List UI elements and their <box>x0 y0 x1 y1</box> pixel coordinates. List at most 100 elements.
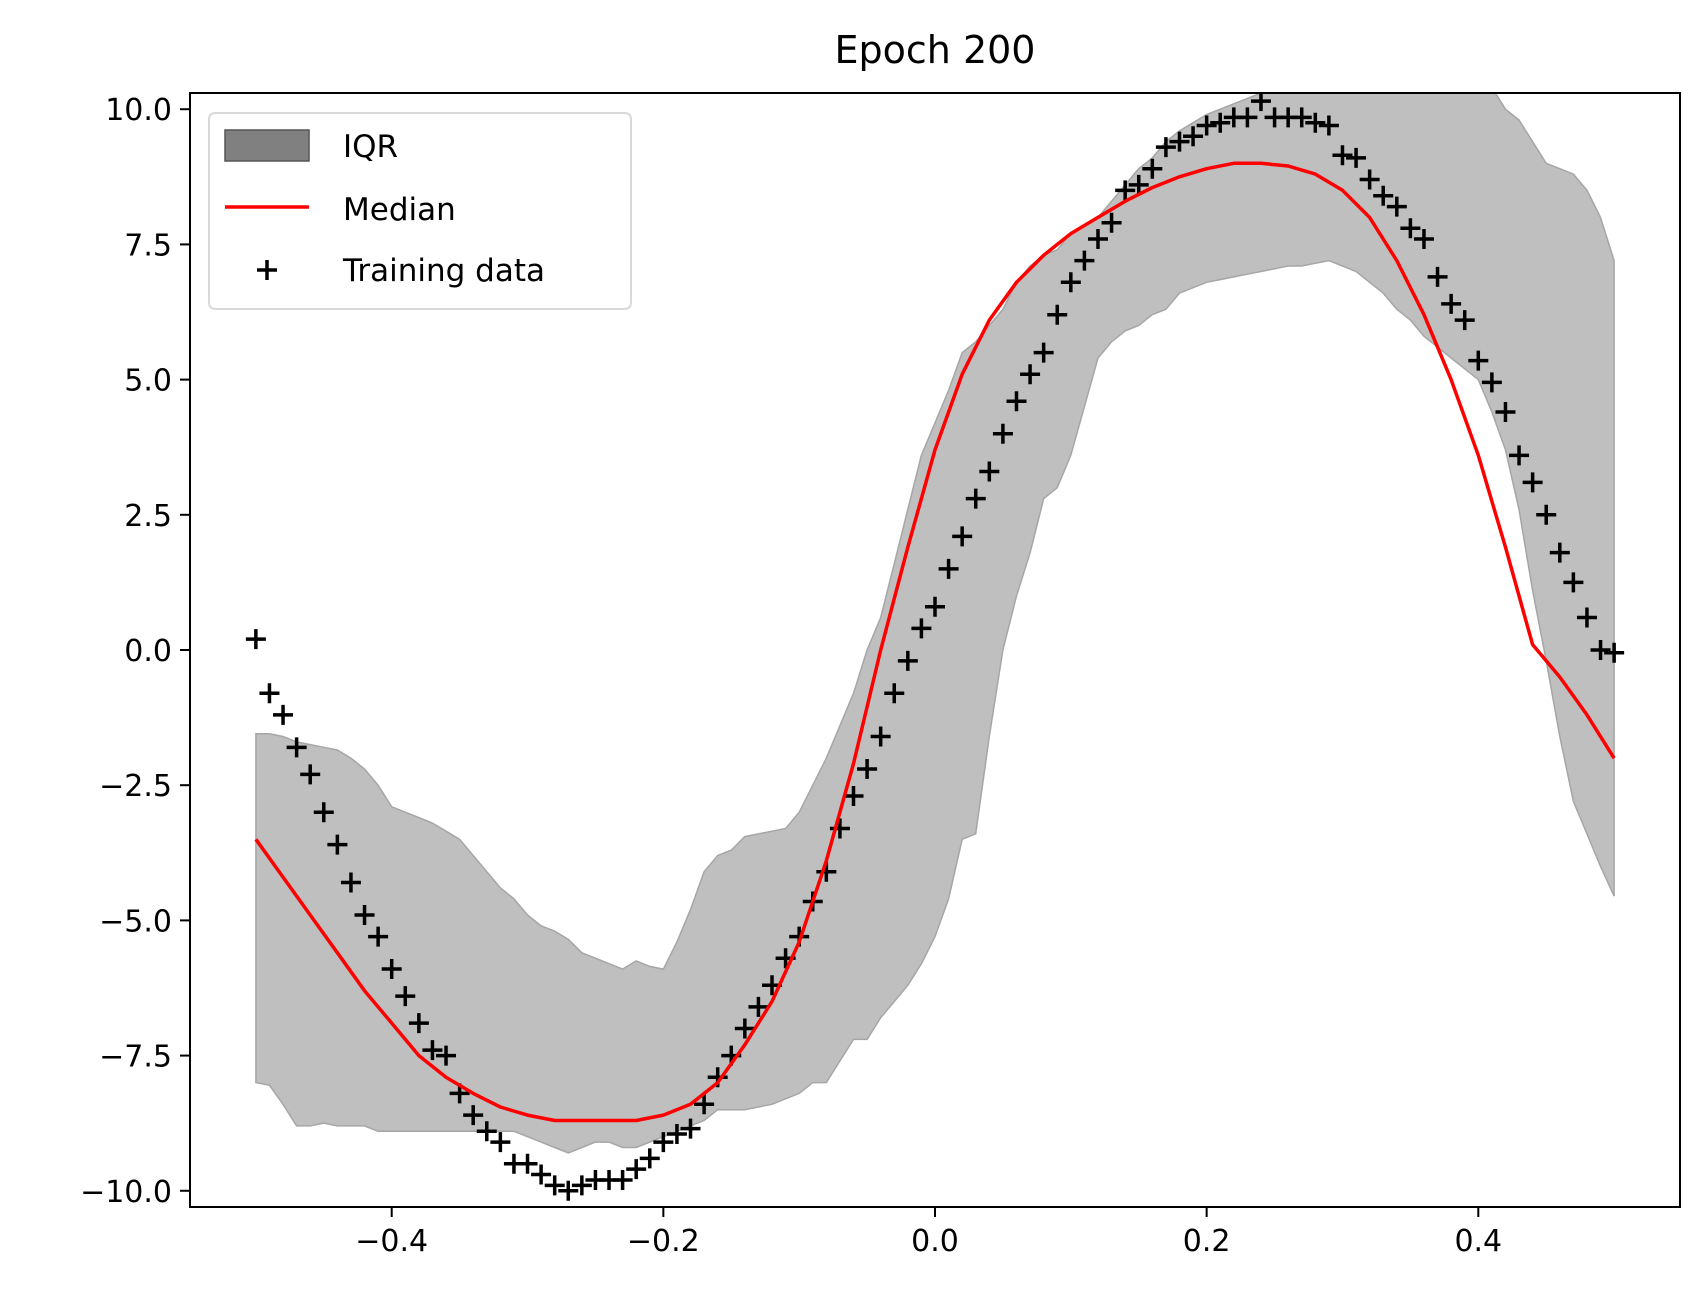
training-point <box>1373 185 1394 206</box>
training-point <box>925 596 945 617</box>
training-point <box>1060 272 1081 293</box>
training-point <box>1522 472 1543 493</box>
training-point <box>1427 266 1448 287</box>
training-point <box>829 818 850 839</box>
training-point <box>1590 640 1611 660</box>
training-point <box>490 1132 511 1153</box>
x-tick-label: 0.2 <box>1183 1224 1231 1259</box>
legend-label: IQR <box>343 129 398 165</box>
training-point <box>938 558 959 579</box>
legend: IQR Median Training data <box>208 112 632 310</box>
training-point <box>544 1175 565 1196</box>
training-point <box>653 1132 674 1153</box>
training-point <box>979 461 1000 482</box>
training-point <box>476 1121 497 1142</box>
plot-area <box>245 93 1625 1201</box>
legend-iqr-swatch <box>224 129 310 162</box>
training-point <box>1454 310 1475 331</box>
training-point <box>612 1169 633 1190</box>
y-tick-label: −2.5 <box>99 769 172 804</box>
training-point <box>1386 196 1407 217</box>
training-point <box>1509 445 1530 466</box>
x-tick-label: −0.4 <box>355 1224 428 1259</box>
training-point <box>870 726 891 747</box>
training-point <box>748 996 769 1017</box>
y-tick-label: 5.0 <box>124 364 172 399</box>
training-point <box>531 1164 552 1185</box>
training-point <box>286 737 307 758</box>
legend-label: Training data <box>342 253 545 289</box>
training-point <box>1291 107 1312 128</box>
y-tick-label: −5.0 <box>99 904 172 939</box>
training-point <box>1210 112 1231 133</box>
training-point <box>1549 542 1570 563</box>
training-point <box>1020 364 1041 385</box>
y-tick-label: 10.0 <box>105 93 172 128</box>
chart-title: Epoch 200 <box>835 28 1036 72</box>
training-point <box>1087 229 1108 250</box>
training-point <box>1033 342 1054 363</box>
training-point <box>354 904 375 925</box>
training-point <box>666 1124 687 1144</box>
training-point <box>245 629 266 650</box>
legend-box <box>208 112 632 310</box>
training-point <box>1346 147 1367 168</box>
training-point <box>327 834 348 855</box>
training-point <box>1481 372 1502 393</box>
median-line <box>254 161 1616 1123</box>
training-point <box>1142 158 1163 179</box>
x-tick-label: −0.2 <box>627 1224 700 1259</box>
training-point <box>965 488 986 509</box>
training-point <box>273 704 294 725</box>
training-point <box>1563 572 1584 593</box>
y-tick-label: 0.0 <box>124 634 172 669</box>
training-point <box>1250 93 1271 112</box>
training-point <box>368 926 389 947</box>
training-point <box>694 1094 715 1115</box>
legend-label: Median <box>343 192 456 228</box>
training-point <box>857 758 878 779</box>
training-point <box>571 1175 592 1196</box>
training-point <box>1169 131 1190 152</box>
y-tick-label: 7.5 <box>124 228 172 263</box>
training-point <box>1196 115 1217 136</box>
iqr-band <box>255 93 1615 1154</box>
training-point <box>1183 126 1204 147</box>
training-point <box>680 1118 701 1139</box>
training-point <box>1536 504 1557 525</box>
training-point <box>1318 115 1339 136</box>
legend-training-swatch <box>257 260 277 280</box>
training-point <box>1468 350 1489 371</box>
training-point <box>422 1040 443 1061</box>
training-point <box>1006 391 1027 412</box>
training-point <box>517 1153 538 1174</box>
training-point <box>1400 218 1421 239</box>
training-point <box>1128 174 1149 195</box>
training-point <box>313 802 334 823</box>
training-point <box>1576 607 1597 628</box>
training-point <box>300 764 321 785</box>
training-point <box>381 959 402 980</box>
training-point <box>1074 250 1095 271</box>
training-point <box>1101 212 1122 233</box>
axes: −0.4 −0.2 0.0 0.2 0.4 −10.0 −7.5 −5.0 −2.5 0.0 2.5… <box>80 92 1681 1259</box>
training-point <box>259 683 280 704</box>
training-point <box>436 1045 457 1066</box>
training-point <box>408 1013 429 1034</box>
x-tick-label: 0.0 <box>911 1224 959 1259</box>
training-point <box>395 986 416 1007</box>
training-point <box>1155 137 1176 158</box>
training-point <box>558 1180 579 1201</box>
training-point <box>734 1018 755 1039</box>
training-point <box>1413 229 1434 250</box>
training-point <box>639 1148 660 1169</box>
training-point <box>1604 642 1625 663</box>
training-point <box>952 526 973 547</box>
training-point <box>897 650 918 671</box>
training-point <box>1441 293 1462 314</box>
training-point <box>1047 304 1068 325</box>
training-point <box>340 872 361 893</box>
training-point <box>843 786 864 807</box>
training-point <box>1237 107 1258 128</box>
